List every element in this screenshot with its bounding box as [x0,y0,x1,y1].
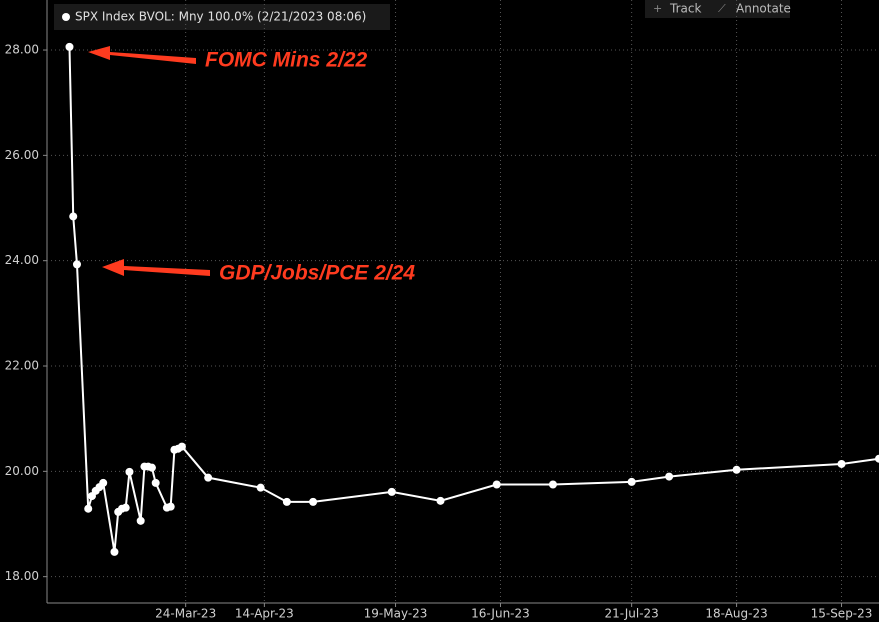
y-tick-label: 24.00 [5,253,39,267]
point [665,472,674,481]
annotation: GDP/Jobs/PCE 2/24 [219,262,415,285]
point [136,516,145,525]
annotations: FOMC Mins 2/22 GDP/Jobs/PCE 2/24 [88,46,415,285]
point [548,480,557,489]
point [204,473,213,482]
y-tick-label: 28.00 [5,43,39,57]
point [147,463,156,472]
point [309,497,318,506]
point [151,478,160,487]
y-tick-label: 22.00 [5,359,39,373]
point [65,42,74,51]
point [177,442,186,451]
arrow [88,46,196,64]
point [875,454,879,463]
point [99,478,108,487]
point [837,459,846,468]
point [125,467,134,476]
point [256,483,265,492]
point [492,480,501,489]
x-tick-label: 16-Jun-23 [471,607,530,621]
annotate-icon: ⟋ [718,2,726,15]
point [436,496,445,505]
point [627,477,636,486]
y-tick-label: 26.00 [5,148,39,162]
x-tick-label: 24-Mar-23 [155,607,216,621]
legend-swatch [62,13,70,21]
point [84,504,93,513]
y-tick-label: 20.00 [5,464,39,478]
x-tick-label: 19-May-23 [364,607,428,621]
point [387,487,396,496]
point [282,497,291,506]
legend-label: SPX Index BVOL: Mny 100.0% (2/21/2023 08… [75,10,366,24]
y-tick-label: 18.00 [5,569,39,583]
point [72,260,81,269]
point [732,465,741,474]
annotation: FOMC Mins 2/22 [205,49,368,72]
x-tick-label: 15-Sep-23 [811,607,873,621]
toolbar [645,0,790,18]
x-tick-label: 18-Aug-23 [705,607,767,621]
x-tick-label: 14-Apr-23 [235,607,294,621]
annotate-button[interactable]: Annotate [736,2,791,16]
point [69,212,78,221]
x-tick-label: 21-Jul-23 [604,607,658,621]
point [110,547,119,556]
track-button[interactable]: Track [669,2,701,16]
arrow [102,259,210,276]
point [166,502,175,511]
point [121,503,130,512]
track-icon: + [653,2,662,15]
legend-box [54,4,390,30]
